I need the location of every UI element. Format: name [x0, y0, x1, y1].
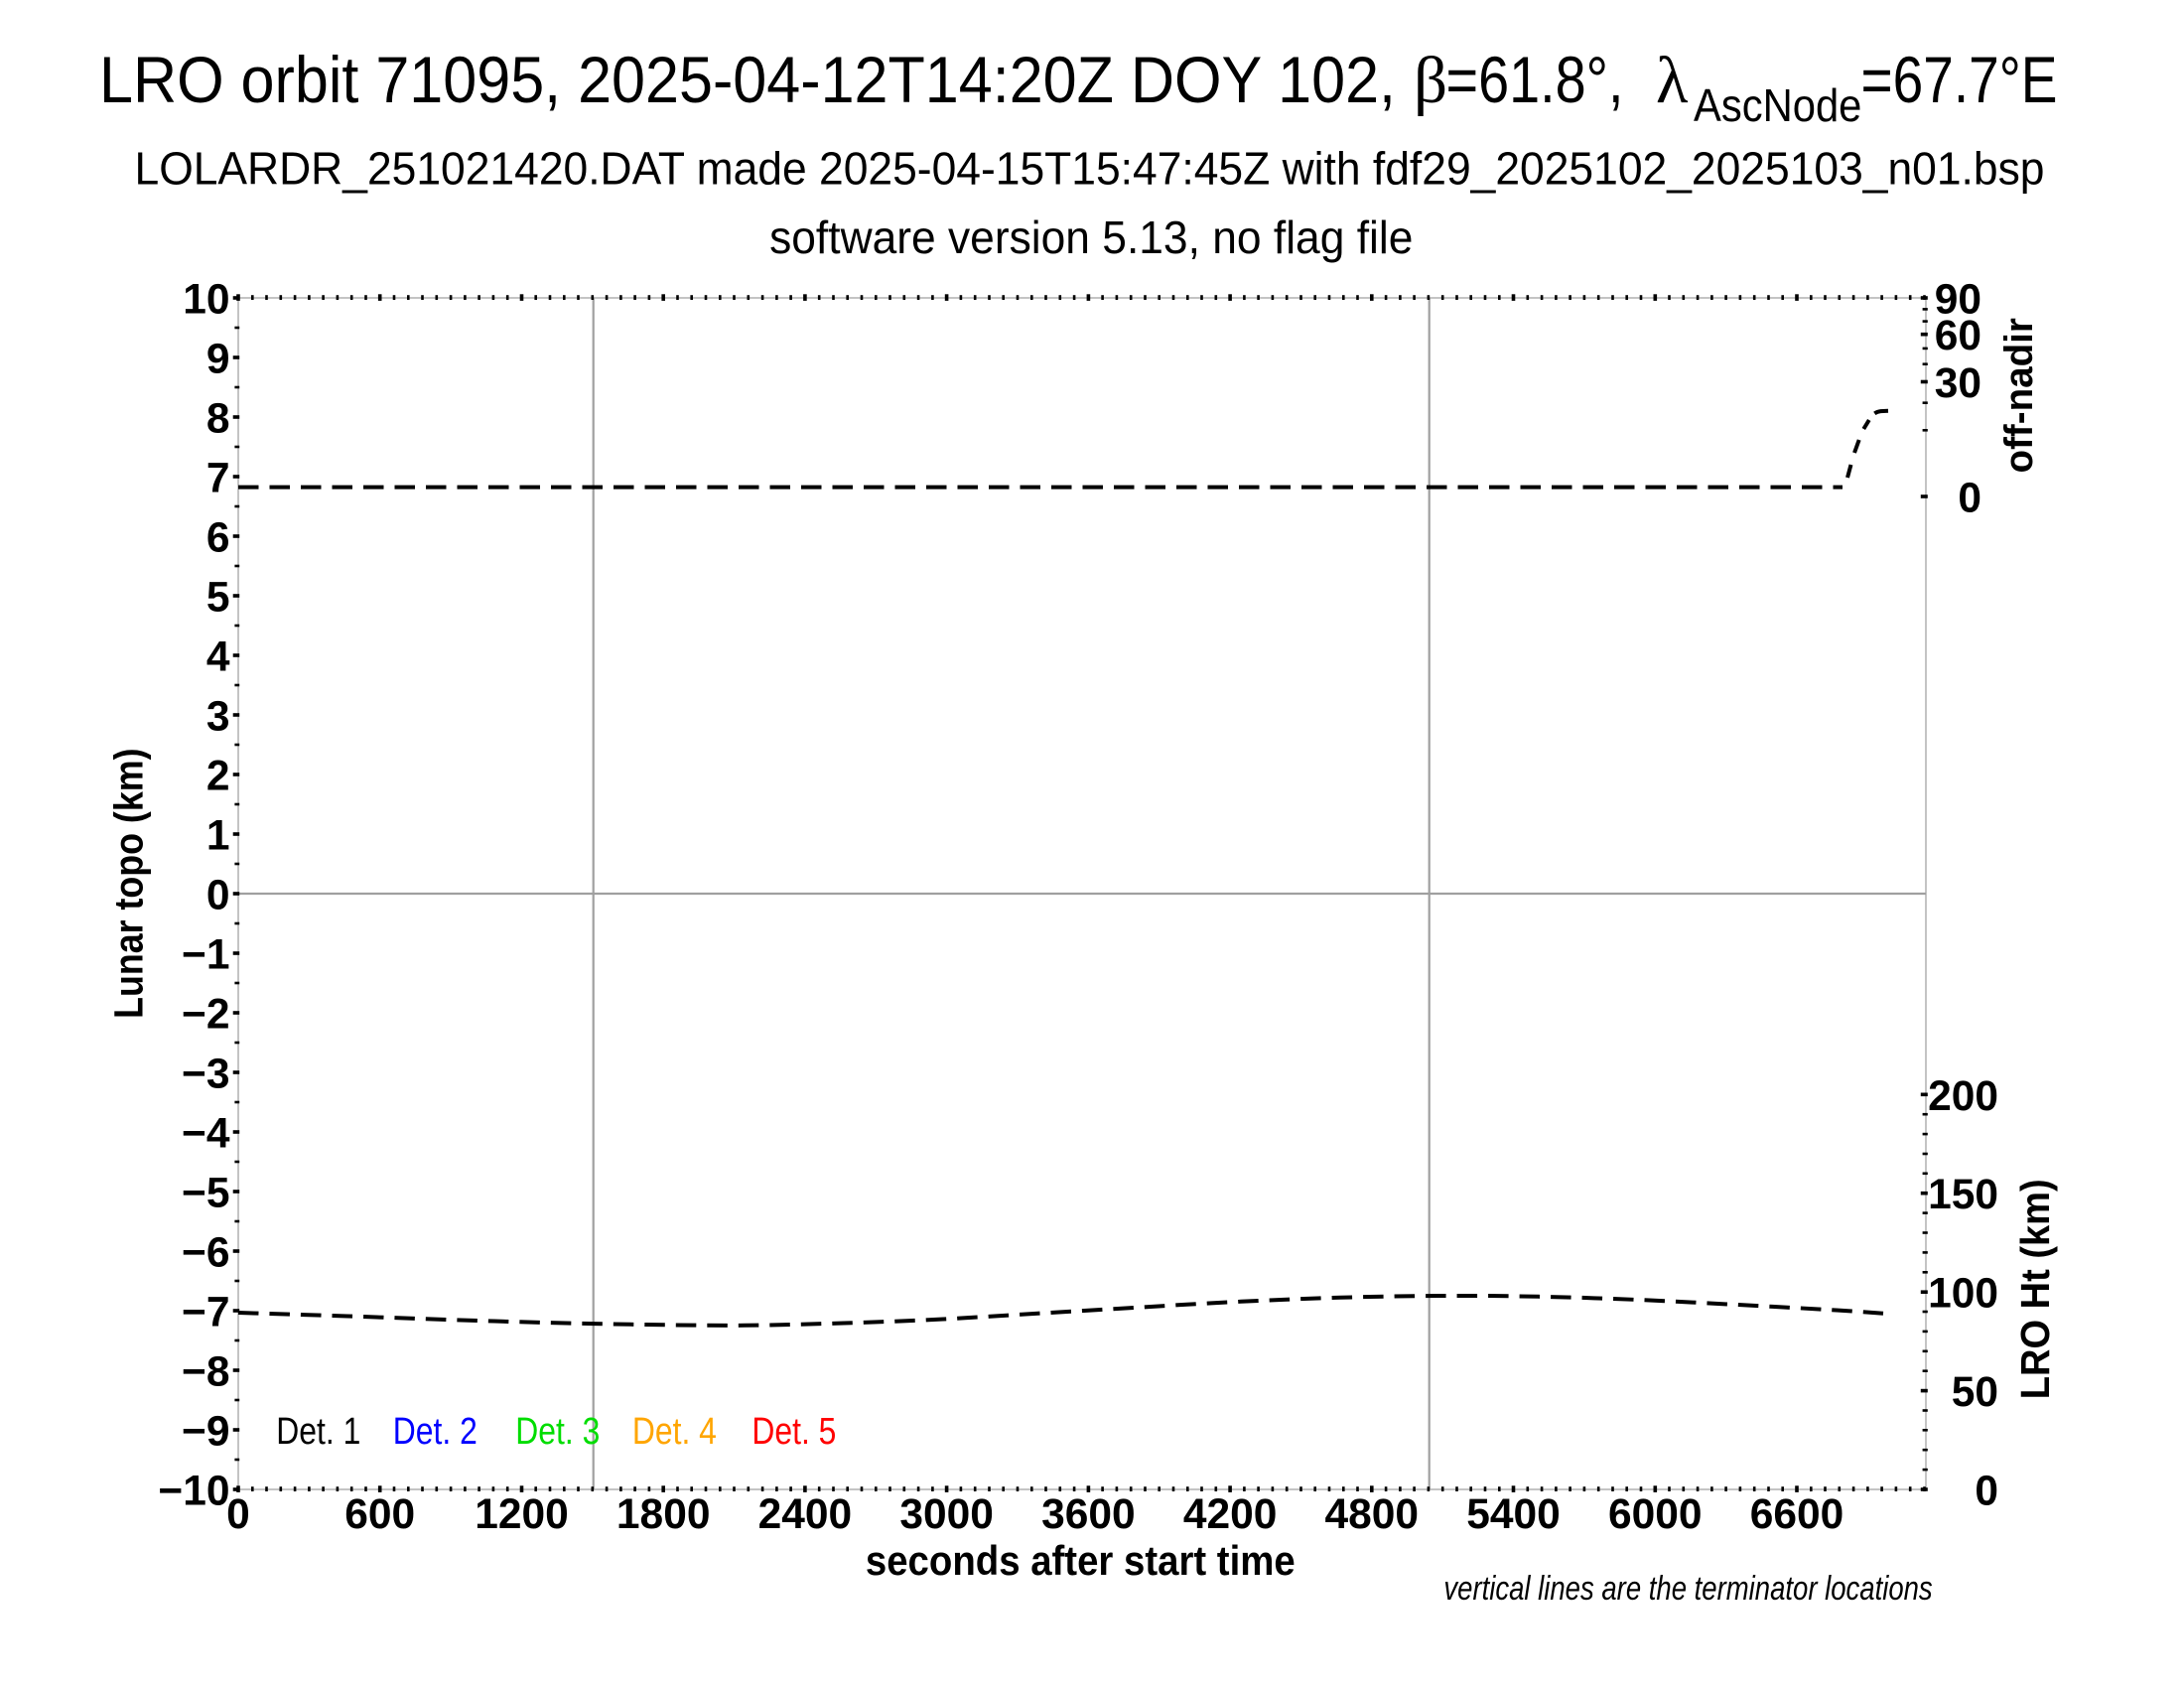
- svg-text:5400: 5400: [1466, 1491, 1561, 1538]
- svg-text:Det. 5: Det. 5: [751, 1411, 836, 1453]
- svg-text:5: 5: [206, 575, 230, 622]
- svg-text:−8: −8: [182, 1349, 229, 1396]
- svg-text:30: 30: [1935, 360, 1981, 407]
- svg-text:2: 2: [206, 754, 230, 800]
- svg-text:−2: −2: [182, 992, 229, 1039]
- svg-text:3: 3: [206, 694, 230, 741]
- svg-text:2400: 2400: [758, 1491, 853, 1538]
- svg-text:90: 90: [1935, 277, 1981, 324]
- svg-text:−1: −1: [182, 932, 229, 979]
- svg-text:software version 5.13, no flag: software version 5.13, no flag file: [769, 211, 1413, 263]
- svg-text:=67.7°E: =67.7°E: [1861, 44, 2058, 116]
- svg-text:8: 8: [206, 396, 230, 443]
- svg-text:100: 100: [1928, 1271, 1998, 1318]
- svg-text:10: 10: [183, 277, 229, 324]
- svg-text:Det. 4: Det. 4: [632, 1411, 717, 1453]
- svg-text:1: 1: [206, 813, 230, 860]
- svg-text:60: 60: [1935, 313, 1981, 359]
- svg-text:6: 6: [206, 515, 230, 562]
- svg-text:AscNode: AscNode: [1694, 79, 1861, 131]
- svg-text:LRO orbit 71095, 2025-04-12T14: LRO orbit 71095, 2025-04-12T14:20Z DOY 1…: [99, 44, 1396, 116]
- svg-text:−7: −7: [182, 1290, 229, 1336]
- svg-text:Det. 3: Det. 3: [515, 1411, 600, 1453]
- svg-text:−9: −9: [182, 1409, 229, 1456]
- svg-text:7: 7: [206, 456, 230, 502]
- svg-text:0: 0: [1958, 476, 1981, 522]
- svg-text:0: 0: [206, 873, 230, 919]
- svg-text:50: 50: [1952, 1369, 1998, 1416]
- svg-text:vertical lines are the termina: vertical lines are the terminator locati…: [1443, 1570, 1932, 1608]
- svg-text:=61.8°,: =61.8°,: [1446, 44, 1624, 116]
- svg-text:LRO Ht (km): LRO Ht (km): [2012, 1179, 2058, 1399]
- svg-text:−3: −3: [182, 1052, 229, 1098]
- svg-text:600: 600: [344, 1491, 415, 1538]
- svg-text:9: 9: [206, 337, 230, 383]
- svg-text:−10: −10: [158, 1469, 229, 1515]
- svg-text:3600: 3600: [1041, 1491, 1136, 1538]
- svg-text:seconds after start time: seconds after start time: [866, 1537, 1296, 1584]
- svg-text:1200: 1200: [475, 1491, 569, 1538]
- svg-text:6000: 6000: [1608, 1491, 1703, 1538]
- svg-text:200: 200: [1928, 1073, 1998, 1120]
- svg-text:Det. 1: Det. 1: [276, 1411, 360, 1453]
- svg-text:0: 0: [226, 1491, 250, 1538]
- svg-text:LOLARDR_251021420.DAT made 202: LOLARDR_251021420.DAT made 2025-04-15T15…: [135, 143, 2045, 195]
- svg-text:4200: 4200: [1183, 1491, 1278, 1538]
- svg-text:4800: 4800: [1325, 1491, 1420, 1538]
- svg-text:λ: λ: [1656, 44, 1689, 117]
- svg-text:0: 0: [1975, 1469, 1998, 1515]
- svg-text:4: 4: [206, 634, 230, 681]
- svg-text:1800: 1800: [616, 1491, 711, 1538]
- svg-text:−4: −4: [182, 1111, 230, 1158]
- svg-text:150: 150: [1928, 1172, 1998, 1218]
- svg-text:3000: 3000: [899, 1491, 994, 1538]
- svg-text:−6: −6: [182, 1230, 229, 1277]
- svg-text:Lunar topo (km): Lunar topo (km): [106, 749, 152, 1019]
- svg-text:off-nadir: off-nadir: [1997, 318, 2041, 473]
- svg-text:−5: −5: [182, 1171, 229, 1217]
- svg-text:6600: 6600: [1750, 1491, 1844, 1538]
- svg-text:Det. 2: Det. 2: [393, 1411, 478, 1453]
- svg-text:β: β: [1414, 44, 1447, 117]
